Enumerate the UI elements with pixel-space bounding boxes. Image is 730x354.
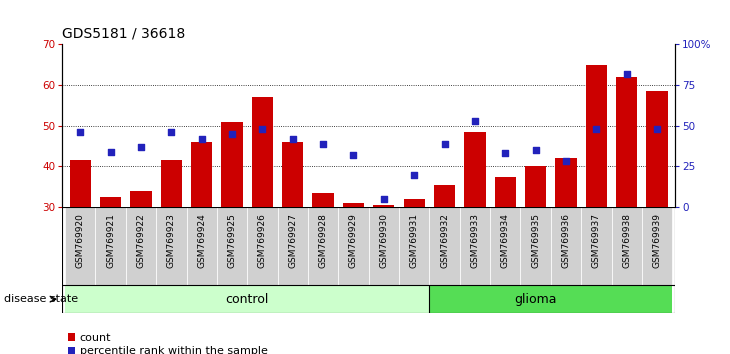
Bar: [65, 285, 429, 313]
Bar: [247, 207, 277, 285]
Point: [166, 129, 177, 135]
Bar: [434, 185, 456, 207]
Bar: [65, 207, 96, 285]
Text: glioma: glioma: [515, 293, 557, 306]
Point: [651, 126, 663, 132]
Bar: [161, 160, 182, 207]
Point: [591, 126, 602, 132]
Bar: [126, 207, 156, 285]
Point: [226, 131, 238, 137]
Point: [378, 196, 390, 202]
Bar: [221, 121, 242, 207]
Point: [499, 150, 511, 156]
Point: [347, 152, 359, 158]
Text: GSM769933: GSM769933: [470, 213, 480, 268]
Bar: [282, 142, 304, 207]
Text: GSM769930: GSM769930: [380, 213, 388, 268]
Bar: [616, 77, 637, 207]
Text: GSM769938: GSM769938: [622, 213, 631, 268]
Bar: [490, 207, 520, 285]
Point: [256, 126, 268, 132]
Text: GSM769936: GSM769936: [561, 213, 570, 268]
Bar: [96, 207, 126, 285]
Point: [469, 118, 481, 124]
Text: GSM769929: GSM769929: [349, 213, 358, 268]
Text: GSM769934: GSM769934: [501, 213, 510, 268]
Bar: [191, 142, 212, 207]
Text: control: control: [226, 293, 269, 306]
Text: GSM769935: GSM769935: [531, 213, 540, 268]
Point: [408, 172, 420, 177]
Text: GSM769927: GSM769927: [288, 213, 297, 268]
Bar: [460, 207, 490, 285]
Bar: [429, 285, 672, 313]
Point: [135, 144, 147, 150]
Point: [287, 136, 299, 142]
Text: GSM769924: GSM769924: [197, 213, 206, 268]
Text: GSM769937: GSM769937: [592, 213, 601, 268]
Bar: [308, 207, 338, 285]
Bar: [612, 207, 642, 285]
Bar: [581, 207, 612, 285]
Text: GDS5181 / 36618: GDS5181 / 36618: [62, 27, 185, 41]
Text: GSM769920: GSM769920: [76, 213, 85, 268]
Point: [318, 141, 329, 147]
Bar: [100, 197, 121, 207]
Bar: [338, 207, 369, 285]
Text: GSM769931: GSM769931: [410, 213, 419, 268]
Bar: [495, 177, 516, 207]
Text: GSM769928: GSM769928: [318, 213, 328, 268]
Bar: [556, 158, 577, 207]
Point: [560, 159, 572, 164]
Bar: [646, 91, 668, 207]
Bar: [520, 207, 551, 285]
Bar: [131, 191, 152, 207]
Bar: [156, 207, 186, 285]
Bar: [186, 207, 217, 285]
Text: GSM769939: GSM769939: [653, 213, 661, 268]
Text: GSM769925: GSM769925: [228, 213, 237, 268]
Bar: [404, 199, 425, 207]
Legend: count, percentile rank within the sample: count, percentile rank within the sample: [68, 333, 268, 354]
Point: [530, 147, 542, 153]
Bar: [585, 64, 607, 207]
Bar: [312, 193, 334, 207]
Bar: [369, 207, 399, 285]
Text: GSM769921: GSM769921: [106, 213, 115, 268]
Text: GSM769932: GSM769932: [440, 213, 449, 268]
Bar: [343, 203, 364, 207]
Bar: [277, 207, 308, 285]
Bar: [69, 160, 91, 207]
Text: GSM769922: GSM769922: [137, 213, 145, 268]
Bar: [525, 166, 546, 207]
Bar: [252, 97, 273, 207]
Bar: [464, 132, 485, 207]
Bar: [373, 205, 394, 207]
Text: GSM769923: GSM769923: [167, 213, 176, 268]
Point: [439, 141, 450, 147]
Text: GSM769926: GSM769926: [258, 213, 267, 268]
Bar: [399, 207, 429, 285]
Bar: [429, 207, 460, 285]
Point: [620, 71, 632, 76]
Bar: [217, 207, 247, 285]
Bar: [642, 207, 672, 285]
Text: disease state: disease state: [4, 294, 78, 304]
Bar: [551, 207, 581, 285]
Point: [196, 136, 207, 142]
Point: [74, 129, 86, 135]
Point: [105, 149, 117, 155]
